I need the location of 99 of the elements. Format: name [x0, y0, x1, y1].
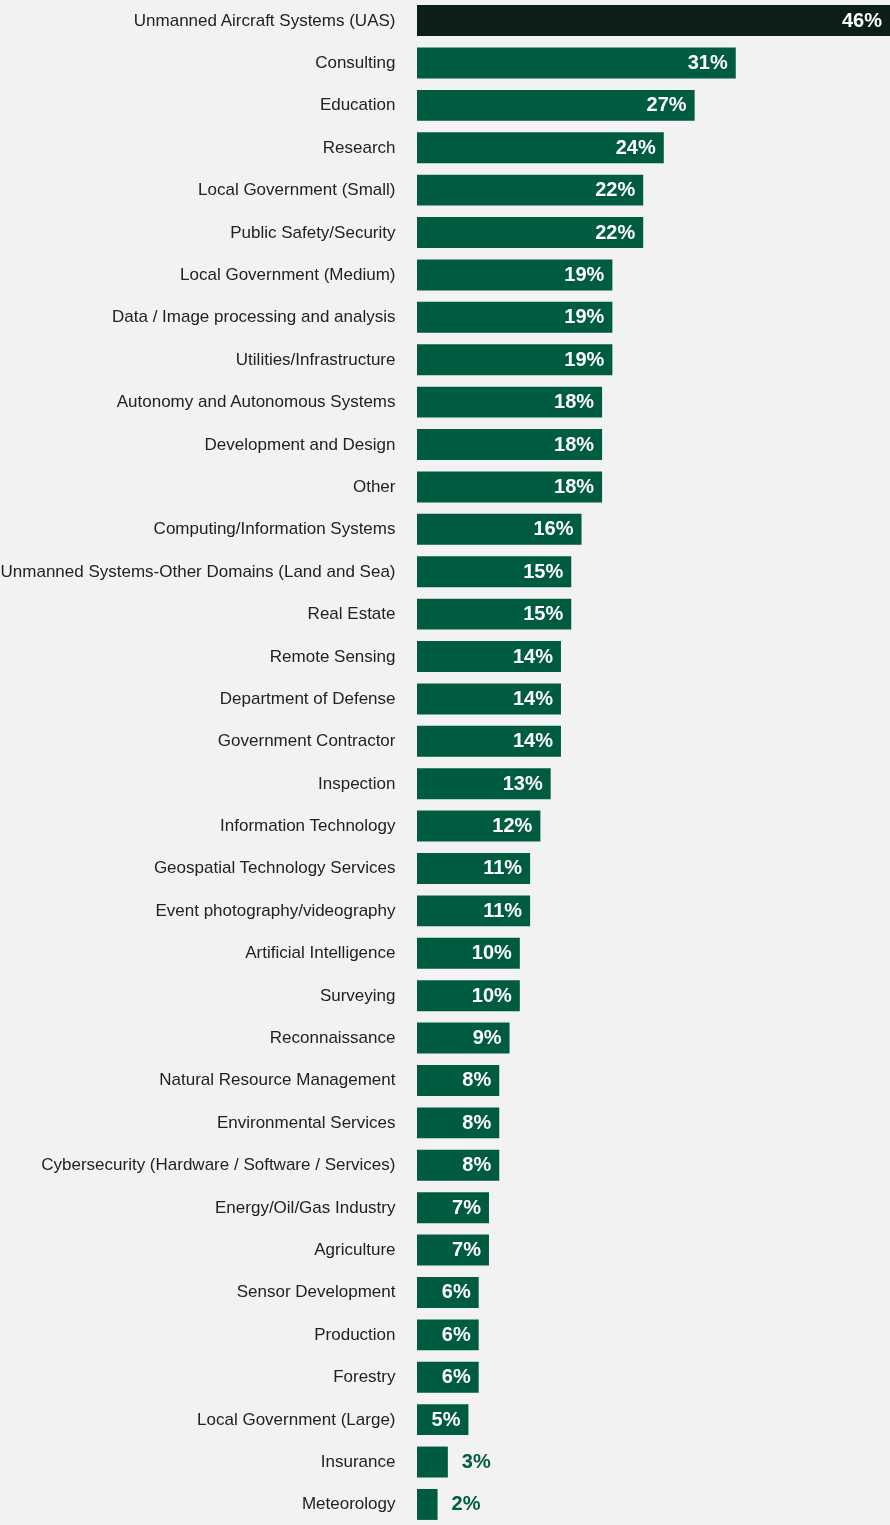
data-label: 6%	[441, 1280, 471, 1303]
data-label: 31%	[687, 50, 728, 73]
bar	[417, 641, 561, 672]
data-label: 46%	[841, 8, 883, 31]
data-label: 10%	[471, 941, 513, 964]
bar	[417, 429, 603, 460]
bar	[417, 513, 582, 545]
data-label: 14%	[512, 644, 554, 667]
y-tick-label: Computing/Information Systems	[153, 519, 396, 539]
data-label: 15%	[523, 602, 564, 625]
data-label: 10%	[471, 983, 513, 1006]
y-tick-label: Consulting	[315, 52, 396, 72]
data-label: 3%	[461, 1450, 491, 1473]
data-label: 8%	[462, 1068, 492, 1091]
data-label: 19%	[564, 262, 605, 285]
data-label: 16%	[533, 517, 574, 540]
data-label: 11%	[483, 856, 523, 879]
y-tick-label: Remote Sensing	[269, 646, 396, 666]
bar	[417, 768, 551, 800]
y-tick-label: Research	[322, 137, 396, 157]
data-label: 9%	[472, 1026, 502, 1049]
data-label: 22%	[595, 178, 636, 201]
y-tick-label: Data / Image processing and analysis	[112, 307, 396, 327]
y-tick-label: Public Safety/Security	[230, 222, 396, 242]
bar	[417, 725, 561, 757]
bar	[417, 1192, 489, 1224]
bar	[417, 1022, 510, 1054]
y-tick-label: Energy/Oil/Gas Industry	[215, 1197, 396, 1217]
bar	[417, 683, 561, 715]
y-tick-label: Utilities/Infrastructure	[235, 349, 396, 369]
bar	[417, 1446, 448, 1478]
bar	[417, 174, 644, 206]
data-label: 13%	[502, 771, 543, 794]
data-label: 14%	[512, 729, 554, 752]
y-tick-label: Local Government (Medium)	[180, 264, 396, 284]
bar	[417, 471, 603, 503]
y-tick-label: Production	[314, 1324, 396, 1344]
y-tick-label: Artificial Intelligence	[245, 943, 396, 963]
data-label: 6%	[441, 1365, 471, 1388]
y-tick-label: Event photography/videography	[155, 900, 396, 920]
data-label: 19%	[564, 347, 605, 370]
y-tick-label: Inspection	[318, 773, 396, 793]
bar	[417, 386, 603, 418]
y-tick-label: Local Government (Large)	[197, 1409, 396, 1429]
y-tick-label: Other	[352, 476, 396, 496]
data-label: 5%	[431, 1407, 461, 1430]
bar	[417, 5, 890, 37]
y-tick-label: Unmanned Aircraft Systems (UAS)	[133, 10, 396, 30]
y-tick-label: Geospatial Technology Services	[153, 858, 396, 878]
bar	[417, 895, 531, 927]
data-label: 18%	[554, 390, 595, 413]
data-label: 8%	[462, 1110, 492, 1133]
y-tick-label: Real Estate	[307, 604, 396, 624]
bar	[417, 853, 531, 884]
y-tick-label: Autonomy and Autonomous Systems	[116, 392, 396, 412]
bar	[417, 217, 644, 249]
y-tick-label: Surveying	[319, 985, 396, 1005]
bar	[417, 344, 613, 376]
data-label: 15%	[523, 559, 564, 582]
bar	[417, 89, 695, 121]
y-tick-label: Meteorology	[301, 1494, 396, 1514]
data-label: 18%	[554, 474, 595, 497]
y-tick-label: Insurance	[320, 1452, 396, 1472]
bar	[417, 1488, 438, 1520]
y-tick-label: Government Contractor	[217, 731, 396, 751]
y-tick-label: Natural Resource Management	[159, 1070, 396, 1090]
data-label: 7%	[452, 1195, 482, 1218]
y-tick-label: Forestry	[333, 1367, 396, 1387]
y-tick-label: Unmanned Systems-Other Domains (Land and Sea)	[0, 561, 396, 581]
data-label: 12%	[492, 814, 533, 837]
bar	[417, 259, 613, 291]
y-tick-label: Environmental Services	[216, 1112, 396, 1132]
bar	[417, 132, 664, 164]
data-label: 11%	[483, 898, 523, 921]
data-label: 19%	[564, 305, 605, 328]
y-tick-label: Department of Defense	[219, 688, 396, 708]
bar	[417, 47, 736, 79]
y-tick-label: Reconnaissance	[269, 1028, 396, 1048]
bar	[417, 598, 572, 630]
data-label: 27%	[646, 93, 687, 116]
bar	[417, 810, 541, 842]
y-tick-label: Local Government (Small)	[198, 180, 396, 200]
y-tick-label: Cybersecurity (Hardware / Software / Services)	[41, 1155, 396, 1175]
y-tick-label: Sensor Development	[236, 1282, 396, 1302]
y-tick-label: Development and Design	[204, 434, 396, 454]
bar	[417, 1234, 489, 1266]
y-tick-label: Information Technology	[220, 816, 396, 836]
data-label: 2%	[451, 1492, 481, 1515]
bar	[417, 301, 613, 333]
data-label: 22%	[595, 220, 636, 243]
data-label: 14%	[512, 686, 554, 709]
data-label: 8%	[462, 1153, 492, 1176]
y-tick-label: Education	[319, 95, 396, 115]
y-tick-label: Agriculture	[314, 1240, 396, 1260]
data-label: 24%	[615, 135, 656, 158]
data-label: 6%	[441, 1322, 471, 1345]
data-label: 7%	[452, 1238, 482, 1261]
bar	[417, 556, 572, 588]
data-label: 18%	[554, 432, 595, 455]
